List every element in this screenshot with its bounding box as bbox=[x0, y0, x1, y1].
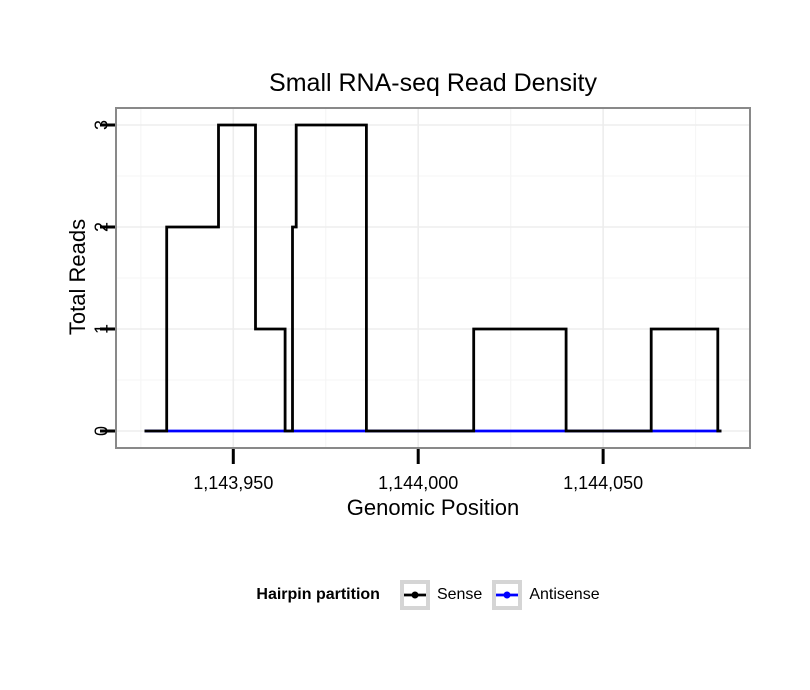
y-tick-label: 3 bbox=[91, 120, 111, 130]
x-tick-label: 1,144,050 bbox=[563, 473, 643, 493]
legend-title: Hairpin partition bbox=[256, 586, 380, 603]
legend-item-sense: Sense bbox=[399, 580, 483, 610]
legend-label-sense: Sense bbox=[436, 586, 483, 603]
plot-area: 1,143,950 1,144,000 1,144,050 0 1 2 3 bbox=[91, 107, 751, 493]
legend-key-antisense-icon bbox=[492, 580, 523, 610]
y-tick-label: 0 bbox=[91, 426, 111, 436]
x-tick-label: 1,143,950 bbox=[193, 473, 273, 493]
x-axis-title: Genomic Position bbox=[346, 495, 520, 520]
y-tick-label: 2 bbox=[91, 222, 111, 232]
legend: Hairpin partition Sense Antisense bbox=[116, 580, 750, 610]
panel-border bbox=[115, 107, 751, 449]
y-tick-label: 1 bbox=[91, 324, 111, 334]
legend-item-antisense: Antisense bbox=[492, 580, 600, 610]
sense-line bbox=[144, 123, 722, 433]
x-tick-label: 1,144,000 bbox=[378, 473, 458, 493]
legend-key-sense-icon bbox=[399, 580, 430, 610]
chart-title: Small RNA-seq Read Density bbox=[269, 69, 597, 97]
legend-label-antisense: Antisense bbox=[529, 586, 600, 603]
y-axis-title: Total Reads bbox=[65, 218, 90, 336]
